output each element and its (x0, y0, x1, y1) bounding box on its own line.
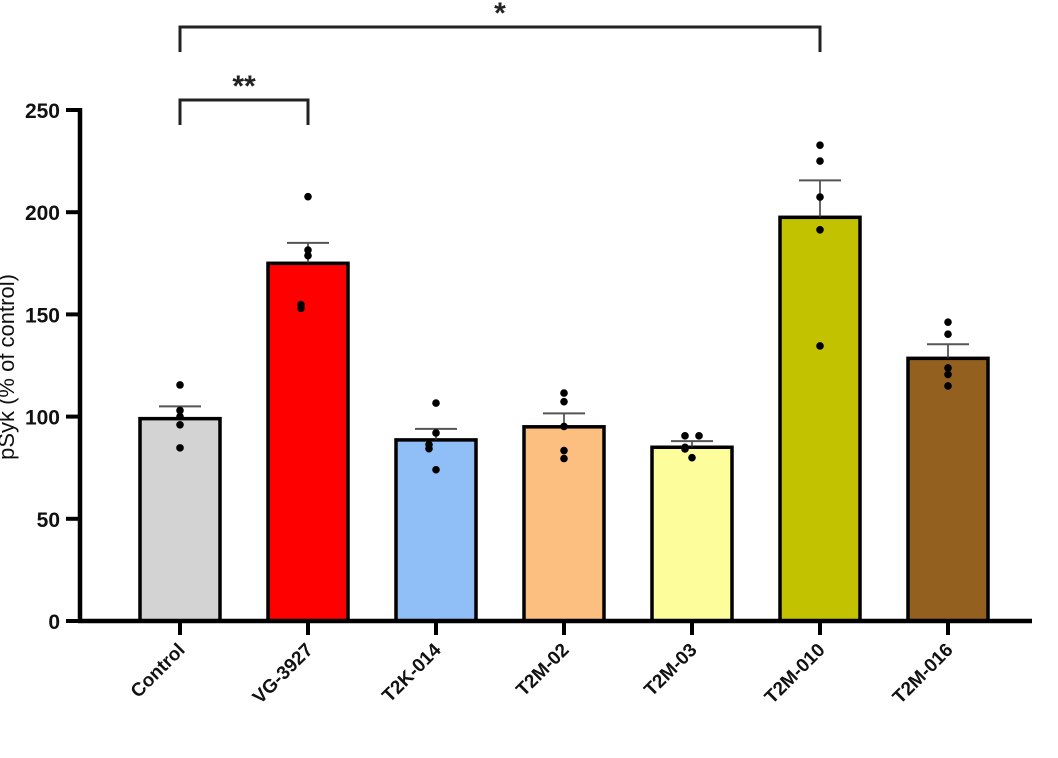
data-point (176, 406, 184, 415)
data-point (681, 432, 689, 440)
data-point (304, 251, 312, 260)
data-point (560, 422, 568, 431)
data-point (944, 370, 952, 379)
x-tick-label: T2M-010 (761, 640, 830, 709)
data-point (816, 225, 824, 234)
y-tick-label: 100 (25, 407, 60, 430)
x-tick-label: T2M-02 (512, 640, 573, 701)
y-tick-label: 150 (25, 304, 60, 327)
y-axis-label-group: pSyk (% of control) (0, 274, 19, 460)
data-point (816, 157, 824, 165)
data-points (176, 141, 952, 474)
y-tick-label: 200 (25, 202, 60, 225)
data-point (560, 446, 568, 455)
y-tick-label: 50 (37, 509, 60, 532)
data-point (176, 420, 184, 429)
data-point (560, 454, 568, 463)
bar-t2m-02 (522, 425, 606, 623)
x-tick-label: Control (127, 640, 190, 703)
data-point (304, 192, 312, 201)
data-point (176, 444, 184, 452)
data-point (297, 304, 305, 313)
y-ticks: 0 50 100 150 200 250 (25, 100, 80, 634)
y-tick-label: 0 (48, 611, 60, 634)
bar-t2m-010 (778, 215, 862, 623)
y-tick-label: 250 (25, 100, 60, 123)
significance-bracket (178, 98, 310, 125)
data-point (944, 330, 952, 339)
x-ticks: Control VG-3927 T2K-014 T2M-02 T2M-03 T2M-010… (127, 621, 958, 708)
significance-bracket (178, 25, 822, 52)
data-point (816, 342, 824, 350)
bar-t2m-03 (650, 445, 734, 623)
data-point (560, 389, 568, 397)
data-point (304, 246, 312, 254)
data-point (432, 465, 440, 474)
data-point (425, 444, 433, 453)
data-point (816, 193, 824, 201)
data-point (944, 382, 952, 390)
data-point (176, 381, 184, 389)
data-point (688, 453, 696, 462)
data-point (944, 318, 952, 326)
data-point (944, 364, 952, 372)
bar-vg-3927 (266, 261, 350, 623)
data-point (432, 399, 440, 407)
significance-label: ** (232, 70, 256, 103)
y-axis-label: pSyk (% of control) (0, 274, 19, 460)
bar-control (138, 416, 222, 623)
x-tick-label: VG-3927 (249, 640, 318, 709)
x-tick-label: T2M-016 (889, 640, 958, 709)
data-point (695, 432, 703, 440)
data-point (432, 429, 440, 437)
x-tick-label: T2M-03 (640, 640, 701, 701)
x-tick-label: T2K-014 (378, 639, 445, 706)
data-point (560, 397, 568, 406)
significance-brackets: *** (178, 0, 822, 125)
data-point (816, 141, 824, 149)
axes (77, 108, 1032, 624)
significance-label: * (494, 0, 506, 30)
data-point (681, 445, 689, 453)
data-point (176, 412, 184, 421)
bar-t2m-016 (906, 356, 990, 623)
